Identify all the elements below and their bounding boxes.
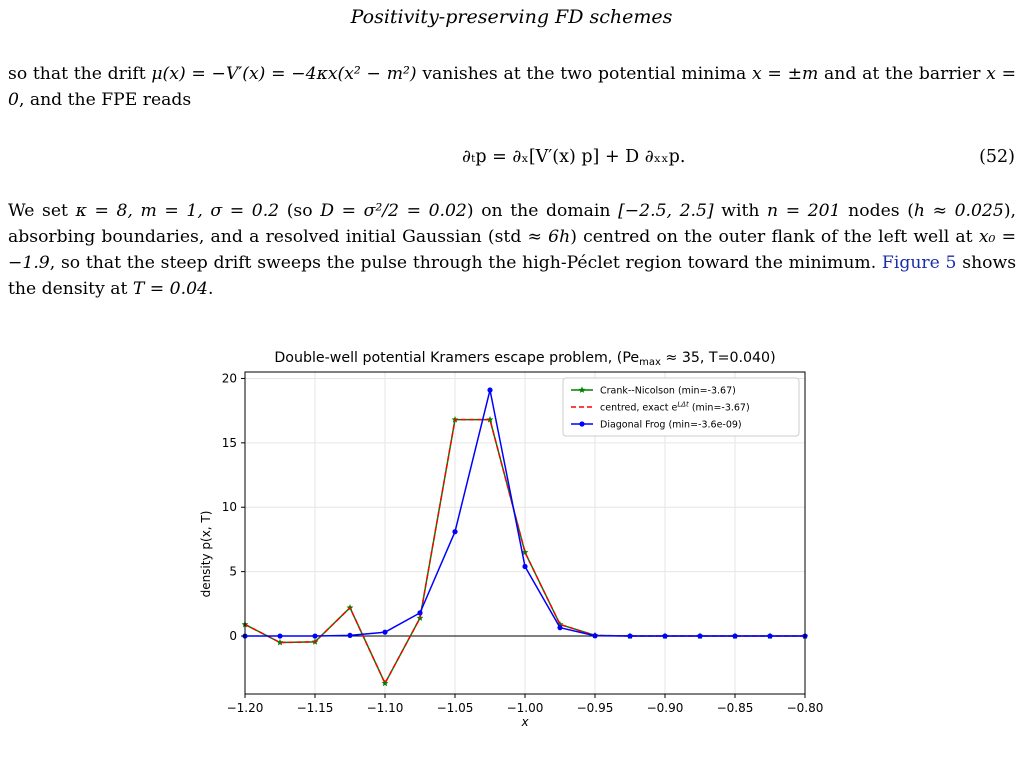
data-point <box>557 625 563 631</box>
series-line <box>244 418 805 685</box>
data-point <box>732 633 738 639</box>
text-run: . <box>207 279 214 299</box>
y-tick-label: 10 <box>222 500 237 514</box>
text-run: We set <box>8 201 76 221</box>
series-layer <box>241 387 809 687</box>
legend-marker <box>578 386 586 393</box>
math-inline: ≈ 6h <box>527 227 571 247</box>
x-axis-label: x <box>520 715 529 729</box>
y-tick-label: 5 <box>229 565 237 579</box>
equation-number: (52) <box>979 147 1015 167</box>
equation-body: ∂ₜp = ∂ₓ[V′(x) p] + D ∂ₓₓp. <box>462 147 686 167</box>
data-point <box>627 633 633 639</box>
data-point <box>486 416 494 423</box>
math-inline: x = 0 <box>8 64 1016 110</box>
math-inline: n = 201 <box>767 201 841 221</box>
text-run: shows the density at <box>8 253 1017 299</box>
legend-label: centred, exact eLΔt (min=-3.67) <box>600 401 750 414</box>
data-point <box>521 548 529 556</box>
math-inline: h ≈ 0.025 <box>913 201 1004 221</box>
math-inline: x₀ = −1.9 <box>8 227 1017 273</box>
x-tick-label: −1.05 <box>437 701 474 715</box>
x-tick-label: −1.10 <box>367 701 404 715</box>
math-inline: D = σ²/2 = 0.02 <box>320 201 467 221</box>
math-inline: [−2.5, 2.5] <box>618 201 714 221</box>
data-point <box>381 679 389 687</box>
data-point <box>697 633 703 639</box>
x-tick-label: −0.80 <box>787 701 824 715</box>
x-tick-label: −1.15 <box>297 701 334 715</box>
text-run: vanishes at the two potential minima <box>416 64 752 84</box>
data-point <box>347 632 353 638</box>
x-tick-label: −0.90 <box>647 701 684 715</box>
math-inline: κ = 8, m = 1, σ = 0.2 <box>75 201 280 221</box>
text-run: ), absorbing boundaries, and a resolved … <box>8 201 1016 247</box>
y-tick-label: 0 <box>229 629 237 643</box>
data-point <box>276 638 284 646</box>
legend-label: Crank--Nicolson (min=-3.67) <box>600 386 736 397</box>
series-1 <box>244 418 805 685</box>
text-run: (so <box>279 201 321 221</box>
x-tick-label: −1.00 <box>507 701 544 715</box>
math-inline: x = ±m <box>752 64 819 84</box>
text-run: , and the FPE reads <box>18 90 192 110</box>
text-run: so that the drift <box>8 64 152 84</box>
data-point <box>452 529 458 535</box>
text-run: , so that the steep drift sweeps the pul… <box>49 253 882 273</box>
data-point <box>522 563 528 570</box>
text-run: ) on the domain <box>466 201 619 221</box>
x-tick-label: −0.95 <box>577 701 614 715</box>
density-figure: Double-well potential Kramers escape pro… <box>199 350 824 729</box>
data-point <box>592 633 598 639</box>
chart-title: Double-well potential Kramers escape pro… <box>274 350 775 368</box>
legend: Crank--Nicolson (min=-3.67) centred, exac… <box>562 377 800 437</box>
data-point <box>312 633 318 639</box>
text-run: and at the barrier <box>818 64 987 84</box>
legend-label: Diagonal Frog (min=-3.6e-09) <box>600 420 742 431</box>
paragraph-setup: We set κ = 8, m = 1, σ = 0.2 (so D = σ²/… <box>8 198 1016 302</box>
math-inline: μ(x) = −V′(x) = −4κx(x² − m²) <box>151 64 417 84</box>
x-ticks: −1.20 −1.15 −1.10 −1.05 −1.00 −0.95 −0.90 −0.85… <box>227 694 824 715</box>
text-run: ) centred on the outer flank of the left… <box>570 227 979 247</box>
math-inline: T = 0.04 <box>132 279 208 299</box>
data-point <box>767 633 773 639</box>
text-run: nodes ( <box>840 201 914 221</box>
data-point <box>382 629 388 635</box>
y-axis-label: density p(x, T) <box>199 511 213 598</box>
display-equation: ∂ₜp = ∂ₓ[V′(x) p] + D ∂ₓₓp. (52) <box>0 145 1023 175</box>
data-point <box>662 633 668 639</box>
y-ticks: 0 5 10 15 20 <box>222 371 245 643</box>
data-point <box>277 633 283 639</box>
figure-reference-link[interactable]: Figure 5 <box>881 253 957 273</box>
series-2 <box>242 387 808 639</box>
legend-box <box>562 377 800 437</box>
paragraph-drift: so that the drift μ(x) = −V′(x) = −4κx(x… <box>8 61 1016 113</box>
x-tick-label: −1.20 <box>227 701 264 715</box>
data-point <box>417 610 423 616</box>
y-tick-label: 20 <box>222 371 237 385</box>
y-tick-label: 15 <box>222 436 237 450</box>
legend-marker <box>579 421 585 427</box>
running-header: Positivity-preserving FD schemes <box>350 6 673 28</box>
text-run: with <box>713 201 768 221</box>
x-tick-label: −0.85 <box>717 701 754 715</box>
data-point <box>487 387 493 393</box>
